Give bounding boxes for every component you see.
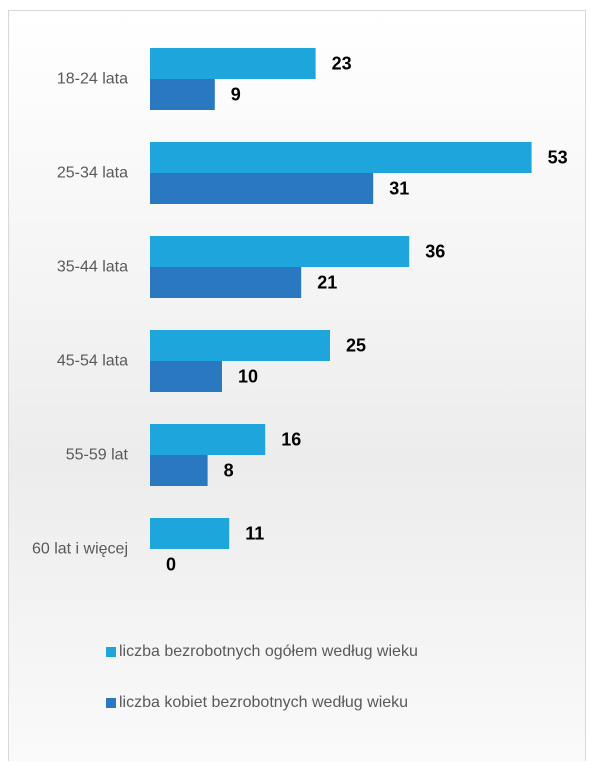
bar (150, 455, 208, 486)
y-tick-label-box: 45-54 lata (28, 349, 128, 374)
value-label: 0 (166, 554, 176, 574)
y-tick-label-box: 55-59 lat (28, 443, 128, 468)
legend-swatch (106, 647, 116, 657)
y-tick-label: 35-44 lata (56, 258, 128, 276)
bar (150, 424, 266, 455)
y-tick-label: 45-54 lata (56, 352, 128, 370)
value-label: 16 (281, 429, 301, 449)
y-tick-label: 60 lat i więcej (31, 540, 128, 558)
value-label: 8 (224, 460, 234, 480)
y-tick-label-box: 18-24 lata (28, 67, 128, 92)
bar (150, 142, 532, 173)
bar (150, 173, 374, 204)
bar (150, 79, 215, 110)
y-tick-label: 55-59 lat (65, 446, 128, 464)
legend-label: liczba bezrobotnych ogółem według wieku (119, 643, 418, 660)
legend-label: liczba kobiet bezrobotnych według wieku (119, 694, 408, 711)
bar (150, 361, 222, 392)
y-tick-label: 18-24 lata (56, 70, 128, 88)
y-tick-label-box: 35-44 lata (28, 255, 128, 280)
bar (150, 267, 302, 298)
chart-area (8, 10, 586, 761)
value-label: 11 (245, 523, 264, 543)
y-tick-label-box: 25-34 lata (28, 161, 128, 186)
value-label: 25 (346, 335, 366, 355)
legend-swatch (106, 698, 116, 708)
value-label: 21 (317, 272, 337, 292)
bar (150, 330, 330, 361)
y-tick-label: 25-34 lata (56, 164, 128, 182)
value-label: 9 (231, 84, 241, 104)
value-label: 10 (238, 366, 258, 386)
bar (150, 48, 316, 79)
value-label: 23 (332, 53, 352, 73)
y-tick-label-box: 60 lat i więcej (28, 537, 128, 562)
bar (150, 518, 230, 549)
bar (150, 236, 410, 267)
value-label: 53 (548, 147, 568, 167)
value-label: 31 (389, 178, 409, 198)
value-label: 36 (425, 241, 445, 261)
